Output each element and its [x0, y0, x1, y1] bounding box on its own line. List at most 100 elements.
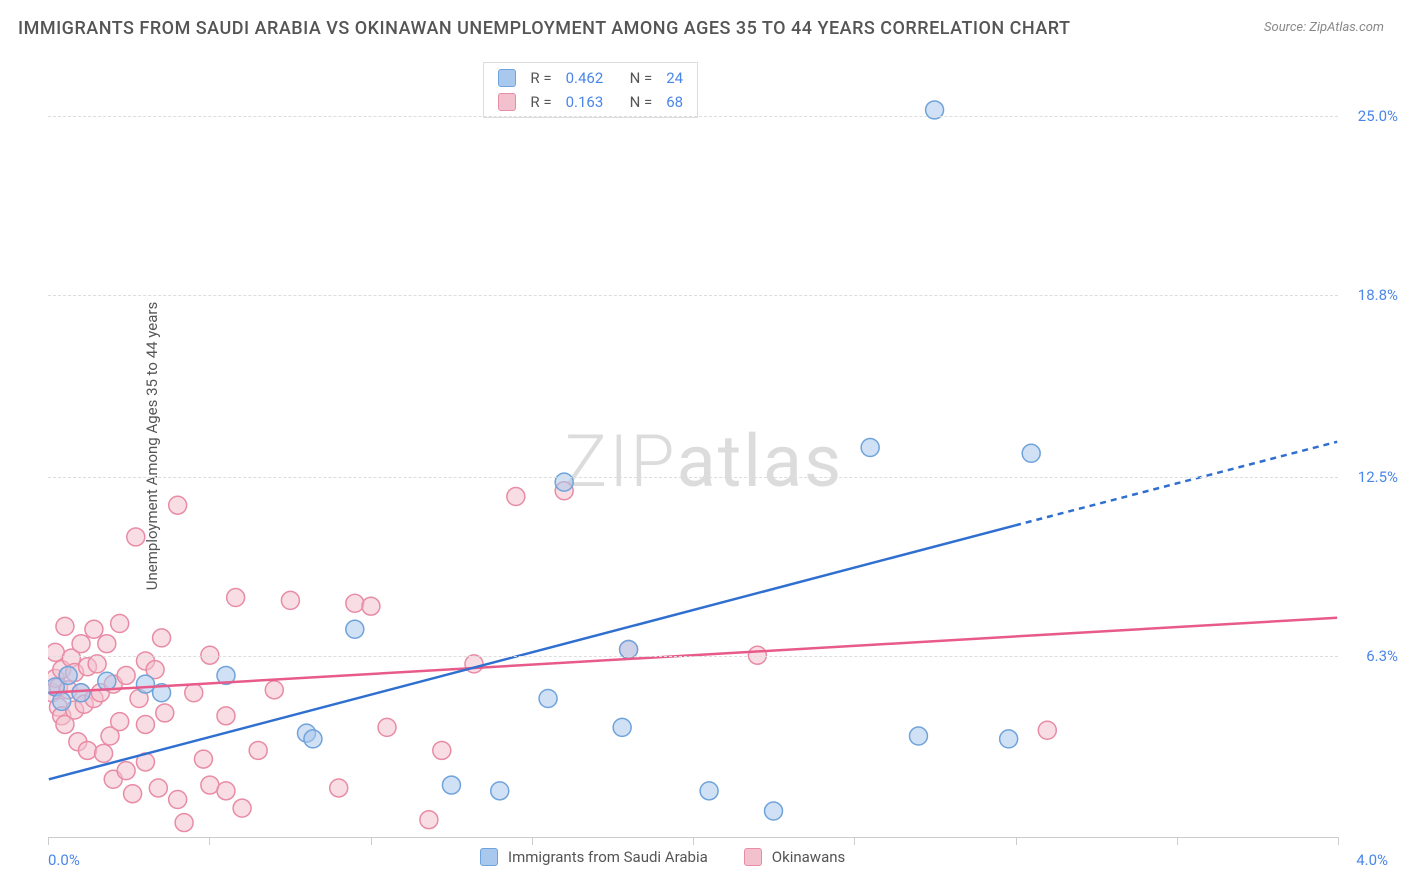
scatter-point — [95, 744, 113, 762]
scatter-point — [59, 681, 77, 699]
legend-swatch — [498, 93, 516, 111]
scatter-point — [765, 802, 783, 820]
scatter-point — [153, 684, 171, 702]
x-tick — [48, 837, 49, 845]
scatter-point — [217, 666, 235, 684]
chart-source: Source: ZipAtlas.com — [1264, 20, 1384, 35]
scatter-point — [149, 779, 167, 797]
scatter-point — [78, 741, 96, 759]
scatter-point — [420, 811, 438, 829]
scatter-point — [194, 750, 212, 768]
legend-item: Immigrants from Saudi Arabia — [480, 848, 708, 866]
r-label: R = — [530, 93, 551, 111]
trend-line-extrapolated — [1015, 442, 1337, 526]
scatter-point — [72, 635, 90, 653]
scatter-point — [169, 496, 187, 514]
scatter-point — [217, 707, 235, 725]
scatter-point — [53, 661, 71, 679]
scatter-point — [346, 594, 364, 612]
scatter-point — [700, 782, 718, 800]
scatter-point — [1000, 730, 1018, 748]
stats-legend-row: R = 0.462 N = 24 — [498, 69, 683, 87]
scatter-point — [85, 690, 103, 708]
scatter-point — [78, 658, 96, 676]
x-tick — [209, 837, 210, 845]
r-value: 0.163 — [566, 93, 616, 111]
scatter-point — [69, 733, 87, 751]
scatter-point — [909, 727, 927, 745]
x-tick — [371, 837, 372, 845]
scatter-point — [217, 782, 235, 800]
scatter-point — [62, 649, 80, 667]
n-value: 24 — [666, 69, 683, 87]
scatter-point — [1022, 444, 1040, 462]
legend-label: Immigrants from Saudi Arabia — [508, 848, 708, 866]
scatter-point — [56, 715, 74, 733]
scatter-point — [507, 488, 525, 506]
chart-title: IMMIGRANTS FROM SAUDI ARABIA VS OKINAWAN… — [18, 18, 1071, 39]
legend-label: Okinawans — [772, 848, 845, 866]
scatter-point — [98, 635, 116, 653]
scatter-point — [53, 707, 71, 725]
scatter-point — [491, 782, 509, 800]
gridline — [48, 116, 1338, 117]
n-label: N = — [630, 69, 653, 87]
x-tick — [693, 837, 694, 845]
scatter-point — [433, 741, 451, 759]
series-legend: Immigrants from Saudi Arabia Okinawans — [480, 848, 845, 866]
scatter-point — [117, 762, 135, 780]
scatter-point — [227, 589, 245, 607]
scatter-point — [265, 681, 283, 699]
stats-legend: R =0.462N =24R =0.163N =68 — [483, 62, 698, 118]
scatter-point — [59, 666, 77, 684]
x-tick — [1177, 837, 1178, 845]
scatter-point — [124, 785, 142, 803]
x-tick-label: 0.0% — [48, 851, 80, 869]
scatter-point — [101, 727, 119, 745]
scatter-point — [98, 672, 116, 690]
scatter-point — [130, 690, 148, 708]
scatter-point — [281, 591, 299, 609]
scatter-point — [111, 713, 129, 731]
scatter-point — [136, 753, 154, 771]
scatter-point — [48, 669, 64, 687]
y-tick-label: 25.0% — [1358, 107, 1398, 125]
scatter-point — [156, 704, 174, 722]
scatter-point — [136, 675, 154, 693]
scatter-point — [50, 678, 68, 696]
scatter-point — [72, 684, 90, 702]
scatter-point — [442, 776, 460, 794]
x-tick — [854, 837, 855, 845]
scatter-point — [66, 664, 84, 682]
r-value: 0.462 — [566, 69, 616, 87]
legend-swatch — [480, 848, 498, 866]
r-label: R = — [530, 69, 551, 87]
scatter-point — [153, 629, 171, 647]
stats-legend-row: R =0.163N =68 — [498, 93, 683, 111]
gridline — [48, 477, 1338, 478]
scatter-point — [91, 684, 109, 702]
scatter-point — [613, 718, 631, 736]
scatter-point — [117, 666, 135, 684]
scatter-point — [185, 684, 203, 702]
scatter-point — [249, 741, 267, 759]
scatter-point — [50, 698, 68, 716]
scatter-point — [465, 655, 483, 673]
chart-svg — [48, 58, 1338, 837]
y-tick-label: 6.3% — [1366, 647, 1398, 665]
legend-swatch — [744, 848, 762, 866]
scatter-point — [104, 770, 122, 788]
scatter-point — [127, 528, 145, 546]
scatter-point — [111, 615, 129, 633]
scatter-point — [378, 718, 396, 736]
scatter-point — [136, 652, 154, 670]
n-value: 68 — [666, 93, 683, 111]
scatter-point — [555, 482, 573, 500]
scatter-point — [330, 779, 348, 797]
scatter-point — [346, 620, 364, 638]
gridline — [48, 656, 1338, 657]
gridline — [48, 295, 1338, 296]
y-tick-label: 18.8% — [1358, 286, 1398, 304]
legend-swatch — [498, 69, 516, 87]
x-tick — [1338, 837, 1339, 845]
